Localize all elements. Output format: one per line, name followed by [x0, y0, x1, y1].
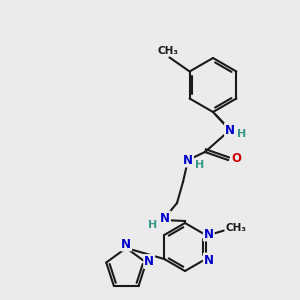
Text: N: N [204, 254, 214, 266]
Text: H: H [237, 129, 247, 139]
Text: N: N [204, 227, 214, 241]
Text: H: H [195, 160, 205, 170]
Text: N: N [225, 124, 235, 136]
Text: O: O [231, 152, 241, 164]
Text: N: N [183, 154, 193, 166]
Text: N: N [121, 238, 131, 250]
Text: H: H [148, 220, 158, 230]
Text: CH₃: CH₃ [225, 223, 246, 233]
Text: N: N [160, 212, 170, 224]
Text: CH₃: CH₃ [157, 46, 178, 56]
Text: N: N [144, 255, 154, 268]
